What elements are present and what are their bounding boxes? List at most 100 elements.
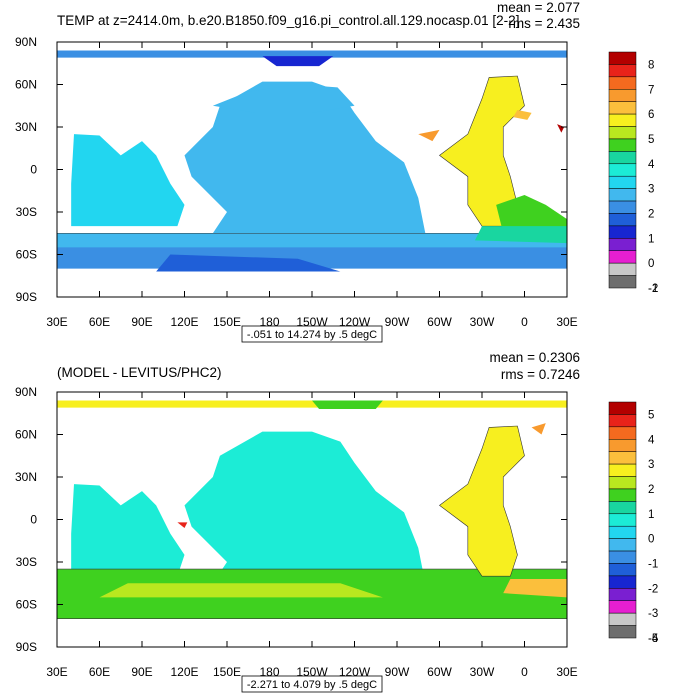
x-tick-label: 30E [556,665,577,679]
colorbar-swatch [608,439,637,452]
y-tick-label: 60S [16,248,37,262]
range-label: -2.271 to 4.079 by .5 degC [241,675,383,693]
x-tick-label: 60E [89,315,110,329]
x-tick-label: 0 [521,665,528,679]
ocean-pacific [184,81,426,234]
y-tick-label: 30S [16,555,37,569]
colorbar-label: -2 [648,283,658,295]
chart-title: TEMP at z=2414.0m, b.e20.B1850.f09_g16.p… [57,13,519,28]
x-tick-label: 30E [46,665,67,679]
y-tick-label: 90N [15,385,37,399]
x-tick-label: 150E [213,315,241,329]
colorbar-swatch [608,163,637,177]
y-tick-label: 30S [16,205,37,219]
x-tick-label: 90E [131,315,152,329]
colorbar-swatch [608,76,637,90]
range-label-text: -.051 to 14.274 by .5 degC [247,329,377,341]
y-tick-label: 0 [30,163,37,177]
colorbar-swatch [608,463,637,477]
arctic-orange [531,423,546,435]
x-tick-label: 90E [131,665,152,679]
colorbar-swatch [608,101,637,115]
y-tick-label: 90N [15,35,37,49]
colorbar-label: 4 [648,159,655,171]
x-tick-label: 150W [296,315,328,329]
map-field [57,400,567,619]
red-sea [557,124,565,133]
panel-temp: 30E 60E 90E 120E 150E 180 150W 120W 90W 60W 30W 0 30… [15,0,658,343]
colorbar-label: 0 [648,534,654,546]
arctic-strip [57,400,567,408]
x-tick-label: 120W [339,665,371,679]
arctic-green [312,400,383,409]
arctic-strip [57,50,567,58]
colorbar-swatch [608,501,637,515]
y-tick-label: 90S [16,640,37,654]
colorbar-swatch [608,426,637,440]
range-label-box [241,675,383,693]
colorbar-swatch [608,151,637,165]
colorbar-swatch [608,262,637,276]
range-label-box [241,325,383,343]
colorbar-label: 0 [648,258,654,270]
x-tick-label: 30W [470,665,495,679]
atlantic-south-orange [503,579,567,598]
colorbar-swatch [608,588,637,601]
colorbar-label: 6 [648,109,654,121]
colorbar-label: -4 [648,633,659,645]
colorbar-swatch [608,451,637,465]
colorbar-label: 4 [648,434,655,446]
ocean-indian [71,134,185,227]
colorbar-label: -1 [648,283,658,295]
range-label: -.051 to 14.274 by .5 degC [241,325,383,343]
x-tick-label: 150E [213,665,241,679]
ocean-indian [71,484,185,577]
colorbar-swatch [608,64,637,78]
colorbar-swatch [608,250,637,264]
y-tick-label: 30N [15,470,37,484]
colorbar-label: -1 [648,558,658,570]
y-tick-label: 60N [15,78,37,92]
red-spot [177,522,188,528]
x-tick-label: 120E [170,315,198,329]
x-tick-label: 180 [259,315,279,329]
southern-band-3 [156,254,341,272]
colorbar-swatch [608,538,637,552]
x-tick-label: 30W [470,315,495,329]
chart-title: (MODEL - LEVITUS/PHC2) [57,365,222,380]
colorbar-swatch [608,138,637,152]
colorbar-swatch [608,563,637,577]
x-tick-label: 0 [521,315,528,329]
x-tick-label: 60W [427,315,452,329]
colorbar-swatch [608,275,637,289]
colorbar-swatch [608,213,637,227]
colorbar-swatch [608,625,637,639]
y-tick-label: 60N [15,428,37,442]
stat-rms: rms = 2.435 [508,16,580,31]
colorbar-swatch [608,51,637,65]
colorbar-swatch [608,513,637,527]
ocean-atlantic [438,425,525,577]
colorbar-swatch [608,126,637,140]
colorbar-swatch [608,525,637,539]
x-tick-label: 180 [259,665,279,679]
colorbar-label: 5 [648,409,654,421]
colorbar-swatch [608,476,637,490]
x-tick-label: 150W [296,665,328,679]
colorbar-label: 2 [648,484,654,496]
colorbar-swatch [608,600,637,614]
colorbar-label: 8 [648,59,654,71]
colorbar-swatch [608,188,637,202]
colorbar-swatch [608,550,637,564]
colorbar-label: 2 [648,208,654,220]
colorbar-label: 3 [648,459,654,471]
colorbar-swatch [608,175,637,189]
colorbar-swatch [608,575,637,589]
med-orange [513,110,532,120]
colorbar-label: 1 [648,233,654,245]
x-tick-label: 90W [385,665,410,679]
caribbean-orange [418,129,440,142]
colorbar-label: -5 [648,633,658,645]
colorbar-swatch [608,200,637,214]
